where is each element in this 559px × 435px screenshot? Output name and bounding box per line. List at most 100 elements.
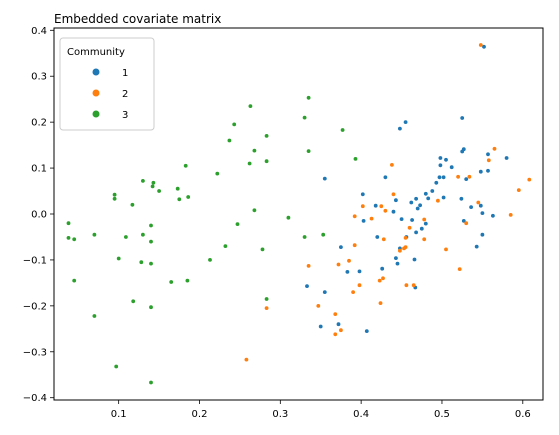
y-tick-label: 0.4	[31, 26, 47, 37]
y-tick-label: −0.2	[23, 301, 47, 312]
point-community-1-15	[441, 175, 446, 180]
y-tick-label: 0.3	[31, 72, 47, 83]
point-community-3-16	[150, 184, 155, 189]
point-community-1-20	[430, 189, 435, 193]
point-community-1-16	[383, 175, 388, 180]
point-community-1-35	[480, 211, 485, 216]
point-community-1-46	[375, 235, 380, 239]
point-community-2-6	[527, 177, 532, 182]
y-tick-label: −0.3	[23, 347, 47, 358]
points-layer	[66, 43, 532, 385]
point-community-1-22	[360, 192, 365, 197]
point-community-1-1	[460, 116, 465, 120]
point-community-2-27	[444, 247, 448, 252]
point-community-2-29	[347, 258, 351, 263]
y-axis: −0.4 −0.3 −0.2 −0.1 0.0 0.1 0.2 0.3 0.4	[23, 26, 54, 404]
point-community-2-7	[516, 188, 521, 193]
point-community-1-13	[478, 169, 483, 174]
x-tick-label: 0.1	[111, 409, 127, 420]
point-community-1-25	[459, 196, 464, 201]
point-community-3-26	[66, 221, 71, 226]
point-community-2-39	[264, 306, 269, 310]
point-community-3-18	[157, 189, 162, 193]
point-community-2-36	[357, 283, 362, 288]
point-community-3-24	[252, 208, 257, 213]
point-community-2-37	[351, 290, 355, 294]
x-tick-label: 0.4	[353, 409, 369, 420]
x-axis: 0.1 0.2 0.3 0.4 0.5 0.6	[111, 400, 531, 420]
x-tick-label: 0.6	[515, 409, 531, 420]
point-community-3-28	[235, 222, 240, 227]
point-community-2-40	[316, 304, 321, 308]
point-community-1-53	[380, 266, 385, 271]
point-community-3-33	[66, 236, 71, 240]
legend-title: Community	[67, 47, 125, 58]
point-community-3-25	[286, 215, 291, 220]
point-community-1-18	[464, 177, 469, 182]
point-community-2-2	[486, 158, 491, 163]
point-community-1-54	[357, 269, 362, 274]
point-community-2-28	[457, 267, 462, 271]
point-community-3-13	[215, 171, 220, 176]
point-community-3-37	[223, 244, 228, 249]
point-community-3-23	[130, 202, 135, 207]
point-community-2-13	[383, 208, 388, 213]
point-community-1-17	[322, 176, 327, 181]
point-community-1-51	[412, 257, 417, 262]
point-community-2-23	[352, 243, 357, 248]
point-community-3-1	[248, 104, 253, 108]
point-community-1-59	[336, 322, 341, 327]
point-community-3-10	[264, 159, 269, 164]
point-community-2-30	[306, 264, 311, 268]
point-community-2-33	[411, 283, 416, 288]
point-community-1-30	[373, 203, 378, 208]
point-community-1-61	[364, 329, 369, 333]
point-community-3-0	[306, 95, 311, 100]
point-community-3-30	[92, 232, 97, 237]
legend-marker-1	[92, 68, 100, 76]
point-community-3-15	[141, 179, 145, 183]
point-community-3-32	[124, 235, 128, 239]
point-community-1-43	[414, 230, 418, 235]
point-community-1-41	[423, 221, 428, 226]
point-community-1-11	[449, 165, 454, 170]
point-community-1-31	[478, 203, 483, 208]
point-community-3-49	[92, 314, 97, 318]
point-community-3-7	[306, 149, 311, 154]
point-community-2-19	[407, 225, 412, 230]
point-community-2-21	[381, 237, 386, 242]
point-community-3-20	[186, 195, 191, 199]
legend-marker-3	[92, 110, 100, 118]
point-community-3-9	[353, 157, 358, 161]
point-community-1-9	[444, 157, 448, 162]
point-community-1-42	[419, 226, 424, 231]
point-community-2-1	[492, 146, 497, 151]
point-community-3-35	[72, 237, 77, 242]
point-community-2-35	[336, 262, 341, 267]
y-tick-label: −0.4	[23, 393, 47, 404]
point-community-2-12	[379, 204, 384, 209]
point-community-2-43	[333, 332, 338, 337]
legend-label-3: 3	[122, 110, 128, 121]
point-community-2-41	[333, 312, 338, 316]
point-community-1-50	[394, 256, 398, 260]
point-community-1-56	[305, 284, 309, 288]
point-community-3-50	[114, 364, 119, 369]
point-community-3-38	[260, 247, 265, 252]
point-community-2-4	[456, 174, 460, 179]
point-community-1-44	[480, 232, 485, 237]
point-community-1-3	[398, 126, 402, 131]
point-community-3-4	[227, 138, 232, 143]
legend-marker-2	[92, 89, 100, 97]
point-community-3-17	[175, 186, 180, 191]
point-community-2-32	[377, 278, 382, 283]
point-community-2-3	[390, 163, 394, 167]
point-community-2-31	[381, 276, 385, 281]
point-community-1-29	[418, 203, 422, 208]
point-community-3-40	[208, 258, 212, 262]
point-community-1-14	[437, 175, 442, 180]
point-community-2-0	[478, 43, 483, 47]
point-community-3-44	[169, 280, 174, 284]
point-community-1-23	[441, 195, 446, 200]
point-community-1-12	[486, 168, 490, 173]
